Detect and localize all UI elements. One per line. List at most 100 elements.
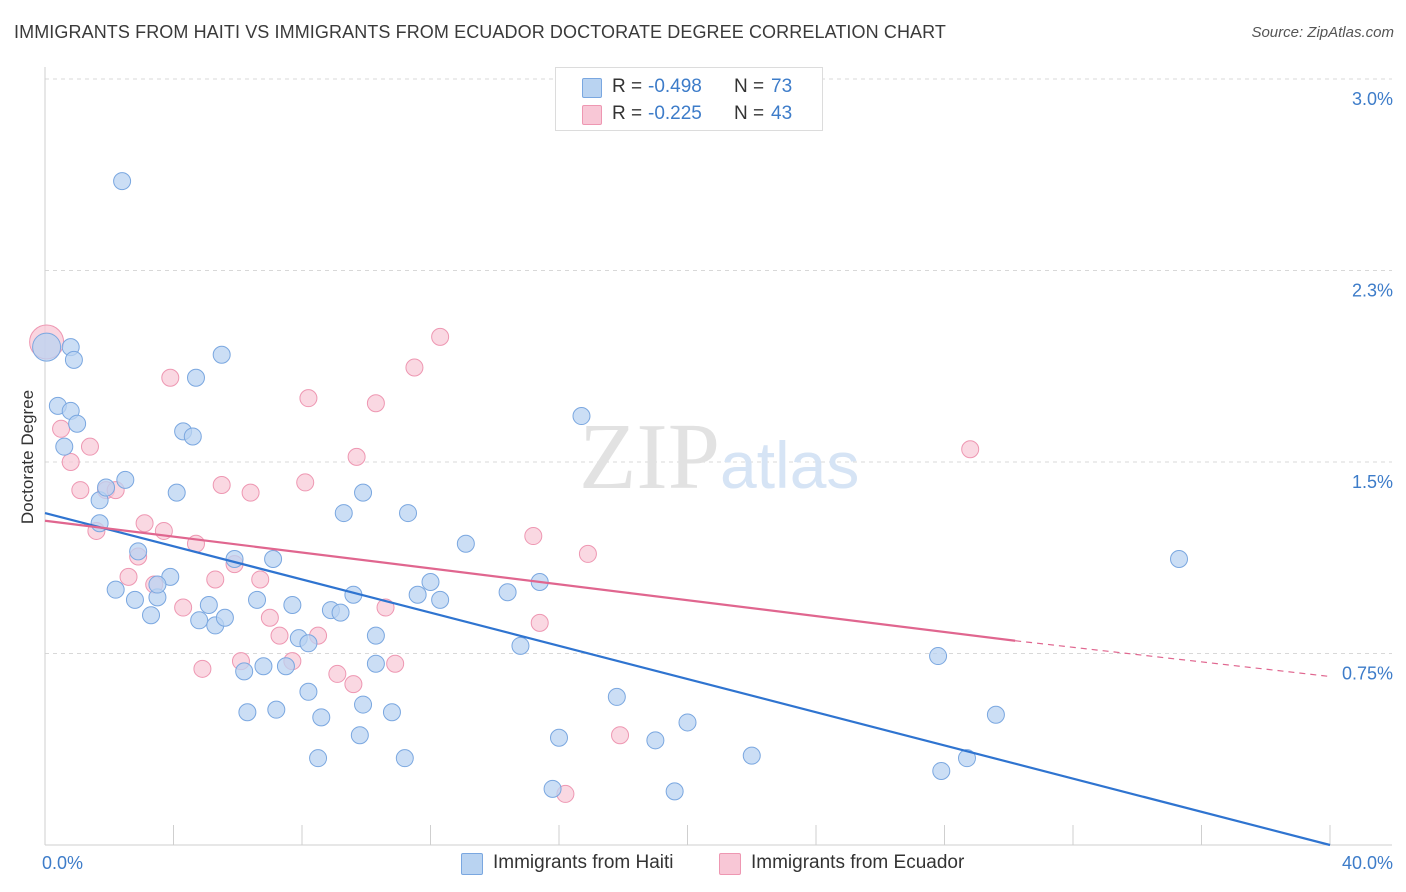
haiti-point (742, 746, 761, 765)
ecuador-point (431, 327, 450, 346)
haiti-point (116, 470, 135, 489)
ecuador-point (376, 598, 395, 617)
haiti-point (312, 708, 331, 727)
ecuador-point (328, 664, 347, 683)
haiti-point (212, 345, 231, 364)
haiti-point (190, 611, 209, 630)
haiti-point (225, 550, 244, 569)
haiti-point (106, 580, 125, 599)
y-tick-label: 1.5% (1352, 472, 1393, 492)
haiti-point (334, 504, 353, 523)
haiti-point (543, 779, 562, 798)
n-label: N = (734, 103, 765, 124)
ecuador-point (344, 675, 363, 694)
haiti-point (607, 687, 626, 706)
ecuador-point (578, 544, 597, 563)
ecuador-point (161, 368, 180, 387)
haiti-point (238, 703, 257, 722)
ecuador-r-value: -0.225 (648, 103, 702, 124)
ecuador-point (347, 447, 366, 466)
haiti-point (932, 761, 951, 780)
watermark-atlas: atlas (720, 428, 859, 502)
haiti-point (431, 590, 450, 609)
ecuador-point (524, 527, 543, 546)
haiti-point (167, 483, 186, 502)
haiti-point (142, 606, 161, 625)
ecuador-legend-label: Immigrants from Ecuador (751, 852, 965, 873)
ecuador-point (80, 437, 99, 456)
haiti-point (331, 603, 350, 622)
gridlines (45, 78, 1392, 654)
source-label: Source: ZipAtlas.com (1251, 24, 1394, 41)
ecuador-point (241, 483, 260, 502)
ecuador-swatch (719, 853, 741, 875)
haiti-r-value: -0.498 (648, 76, 702, 97)
ecuador-swatch (582, 105, 602, 125)
tick-labels: 0.75% 1.5% 2.3% 3.0% 0.0% 40.0% (42, 89, 1393, 873)
ecuador-point (206, 570, 225, 589)
ecuador-points (29, 324, 980, 803)
haiti-point (125, 590, 144, 609)
haiti-swatch (582, 78, 602, 98)
haiti-point (248, 590, 267, 609)
haiti-point (113, 172, 132, 191)
ecuador-point (405, 358, 424, 377)
ecuador-point (299, 389, 318, 408)
haiti-point (1170, 550, 1189, 569)
x-tick-label-min: 0.0% (42, 853, 83, 873)
r-label: R = (612, 103, 643, 124)
haiti-point (665, 782, 684, 801)
ecuador-point (71, 481, 90, 500)
y-tick-label: 3.0% (1352, 89, 1393, 109)
ecuador-point (174, 598, 193, 617)
correlation-legend: R = -0.498 N = 73 R = -0.225 N = 43 (555, 67, 823, 131)
haiti-point (550, 728, 568, 747)
haiti-point (199, 595, 218, 614)
ecuador-point (260, 608, 279, 627)
haiti-point (235, 662, 254, 681)
y-tick-label: 2.3% (1352, 281, 1393, 301)
ecuador-point (61, 453, 80, 471)
ecuador-point (296, 473, 315, 492)
ecuador-point (386, 654, 405, 673)
haiti-point (32, 332, 62, 362)
haiti-point (215, 608, 234, 627)
ecuador-point (212, 475, 231, 494)
haiti-point (148, 575, 167, 594)
ecuador-trend-line (44, 519, 1016, 642)
watermark-zip: ZIP (579, 405, 720, 509)
ecuador-point (135, 514, 154, 533)
haiti-point (183, 427, 202, 446)
haiti-point (986, 705, 1005, 724)
haiti-point (309, 749, 328, 768)
haiti-swatch (461, 853, 483, 875)
haiti-point (55, 437, 74, 456)
haiti-point (354, 695, 373, 714)
haiti-point (366, 654, 385, 673)
haiti-point (456, 534, 475, 553)
haiti-point (395, 749, 414, 768)
ecuador-trend-extension (1015, 640, 1331, 678)
haiti-point (929, 647, 948, 666)
ecuador-point (119, 567, 138, 586)
haiti-point (254, 657, 273, 676)
ecuador-point (611, 726, 630, 745)
haiti-point (97, 478, 116, 497)
ecuador-point (366, 394, 385, 413)
haiti-point (299, 682, 318, 701)
trend-lines (44, 512, 1331, 847)
haiti-point (264, 550, 283, 569)
axes (44, 67, 1392, 846)
haiti-point (350, 726, 369, 745)
n-label: N = (734, 76, 765, 97)
haiti-points (32, 172, 1189, 801)
haiti-point (186, 368, 205, 387)
haiti-point (68, 414, 87, 433)
haiti-point (498, 583, 517, 602)
x-tick-label-max: 40.0% (1342, 853, 1393, 873)
ecuador-point (270, 626, 289, 645)
haiti-point (399, 504, 418, 523)
haiti-point (511, 636, 530, 655)
haiti-point (267, 700, 286, 719)
